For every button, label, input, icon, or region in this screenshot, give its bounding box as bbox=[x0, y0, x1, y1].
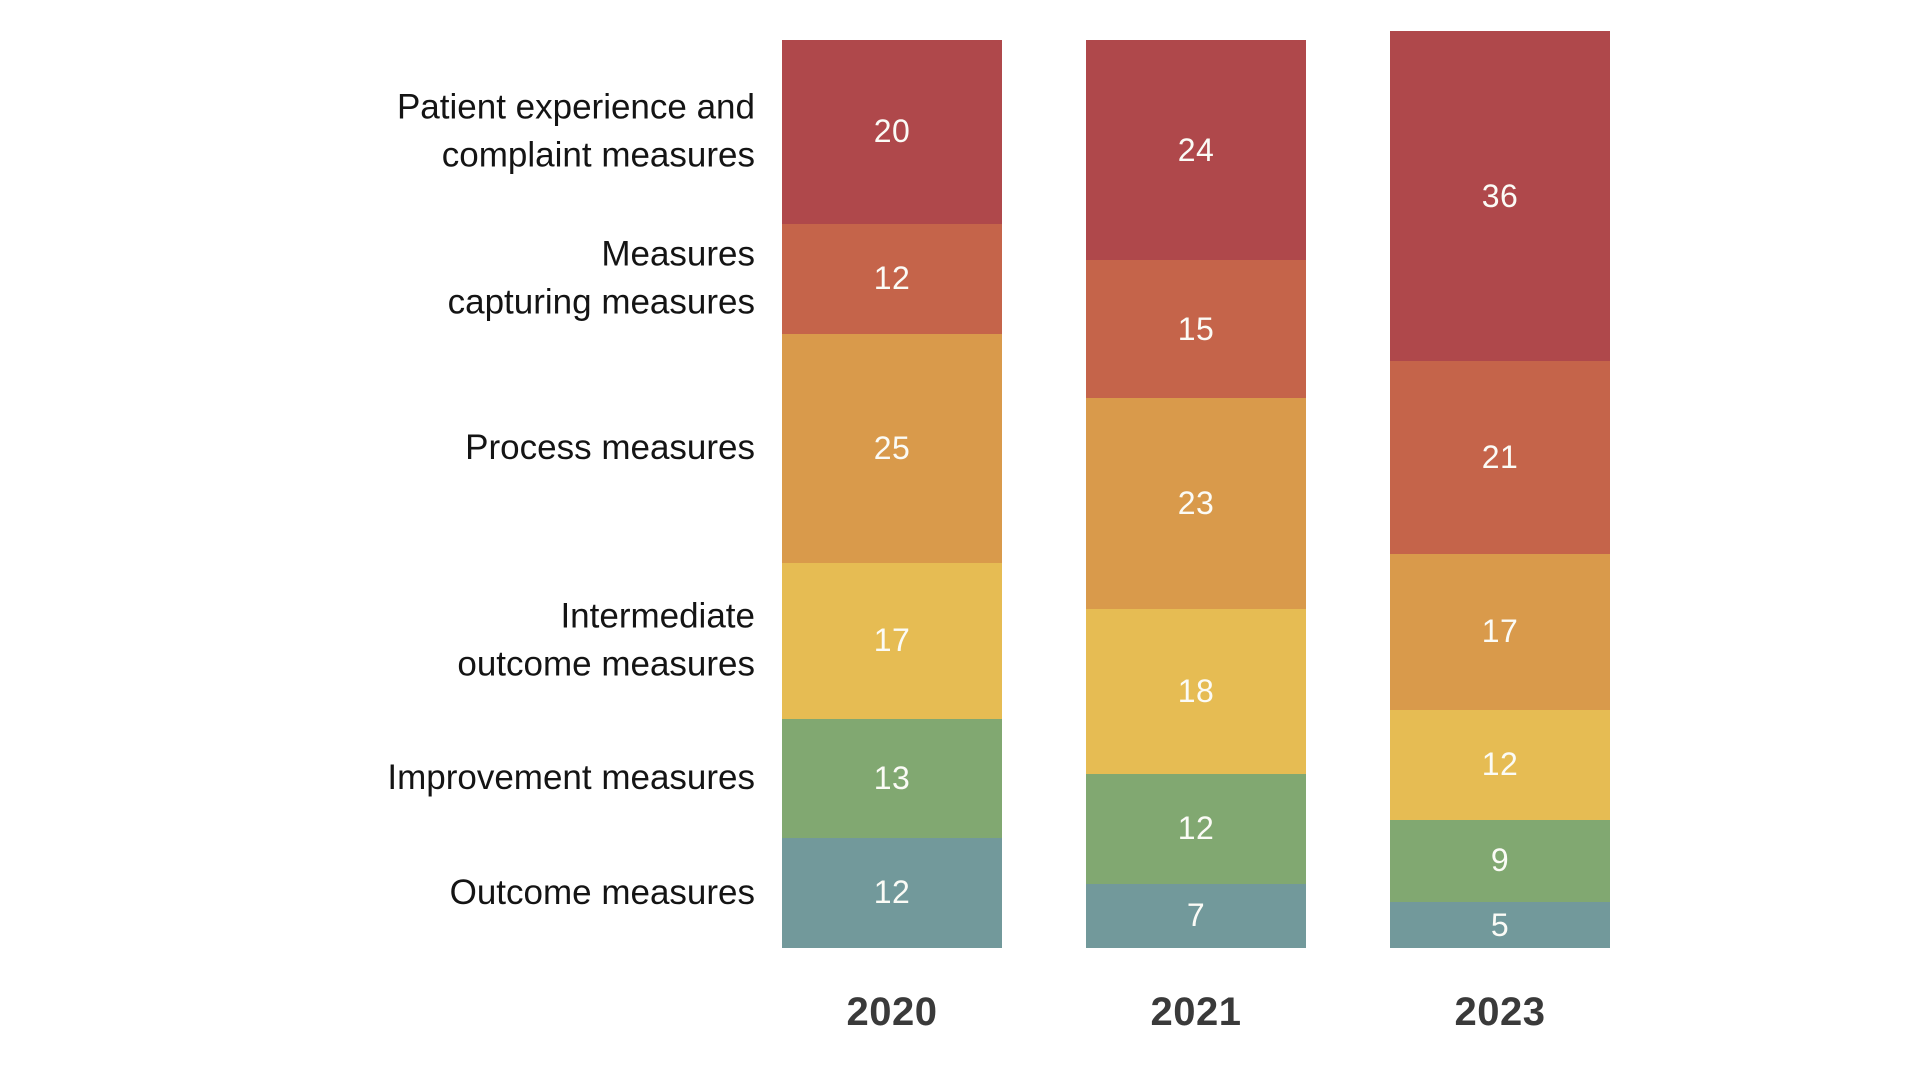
category-label-line: Intermediate bbox=[560, 596, 755, 636]
bar-segment-2021-series-5: 7 bbox=[1086, 883, 1306, 948]
category-label-line: Outcome measures bbox=[449, 872, 755, 912]
segment-value-label: 20 bbox=[873, 113, 911, 150]
category-label-series-5: Outcome measures bbox=[450, 869, 755, 917]
segment-value-label: 12 bbox=[1481, 746, 1519, 783]
segment-value-label: 36 bbox=[1481, 177, 1519, 214]
segment-value-label: 18 bbox=[1177, 672, 1215, 709]
category-label-series-2: Process measures bbox=[465, 424, 755, 472]
category-label-line: Process measures bbox=[465, 428, 755, 468]
bar-segment-2023-series-5: 5 bbox=[1390, 902, 1610, 948]
category-label-series-1: Measures capturing measures bbox=[448, 230, 755, 327]
bar-segment-2021-series-3: 18 bbox=[1086, 608, 1306, 774]
segment-value-label: 17 bbox=[873, 622, 911, 659]
x-axis-label-2023: 2023 bbox=[1454, 990, 1546, 1034]
segment-value-label: 23 bbox=[1177, 484, 1215, 521]
bar-segment-2023-series-3: 12 bbox=[1390, 709, 1610, 820]
bar-segment-2020-series-1: 12 bbox=[782, 223, 1002, 334]
bar-segment-2020-series-5: 12 bbox=[782, 837, 1002, 948]
x-axis-label-2020: 2020 bbox=[846, 990, 938, 1034]
bar-segment-2023-series-1: 21 bbox=[1390, 361, 1610, 554]
segment-value-label: 12 bbox=[873, 874, 911, 911]
bar-segment-2023-series-2: 17 bbox=[1390, 553, 1610, 710]
category-label-series-4: Improvement measures bbox=[387, 754, 755, 802]
category-label-series-3: Intermediate outcome measures bbox=[457, 593, 755, 690]
segment-value-label: 17 bbox=[1481, 613, 1519, 650]
category-label-line: Patient experience and bbox=[396, 87, 755, 127]
segment-value-label: 24 bbox=[1177, 131, 1215, 168]
segment-value-label: 12 bbox=[1177, 810, 1215, 847]
bar-segment-2023-series-4: 9 bbox=[1390, 819, 1610, 903]
bar-segment-2020-series-4: 13 bbox=[782, 718, 1002, 838]
category-label-line: Improvement measures bbox=[387, 758, 755, 798]
category-label-line: outcome measures bbox=[457, 644, 755, 684]
segment-value-label: 15 bbox=[1177, 310, 1215, 347]
bar-segment-2021-series-2: 23 bbox=[1086, 397, 1306, 609]
segment-value-label: 12 bbox=[873, 260, 911, 297]
segment-value-label: 13 bbox=[873, 759, 911, 796]
bar-segment-2023-series-0: 36 bbox=[1390, 31, 1610, 362]
segment-value-label: 21 bbox=[1481, 438, 1519, 475]
x-axis-label-2021: 2021 bbox=[1150, 990, 1242, 1034]
segment-value-label: 25 bbox=[873, 429, 911, 466]
category-label-line: complaint measures bbox=[441, 135, 755, 175]
segment-value-label: 5 bbox=[1490, 906, 1510, 943]
bar-segment-2020-series-3: 17 bbox=[782, 562, 1002, 719]
bar-segment-2020-series-0: 20 bbox=[782, 40, 1002, 224]
category-label-line: capturing measures bbox=[447, 282, 755, 322]
segment-value-label: 7 bbox=[1186, 897, 1206, 934]
bar-segment-2021-series-1: 15 bbox=[1086, 260, 1306, 398]
segment-value-label: 9 bbox=[1490, 842, 1510, 879]
bar-segment-2021-series-4: 12 bbox=[1086, 773, 1306, 884]
category-label-line: Measures bbox=[601, 234, 755, 274]
bar-segment-2020-series-2: 25 bbox=[782, 333, 1002, 563]
category-label-series-0: Patient experience and complaint measures bbox=[397, 84, 755, 181]
bar-segment-2021-series-0: 24 bbox=[1086, 40, 1306, 261]
